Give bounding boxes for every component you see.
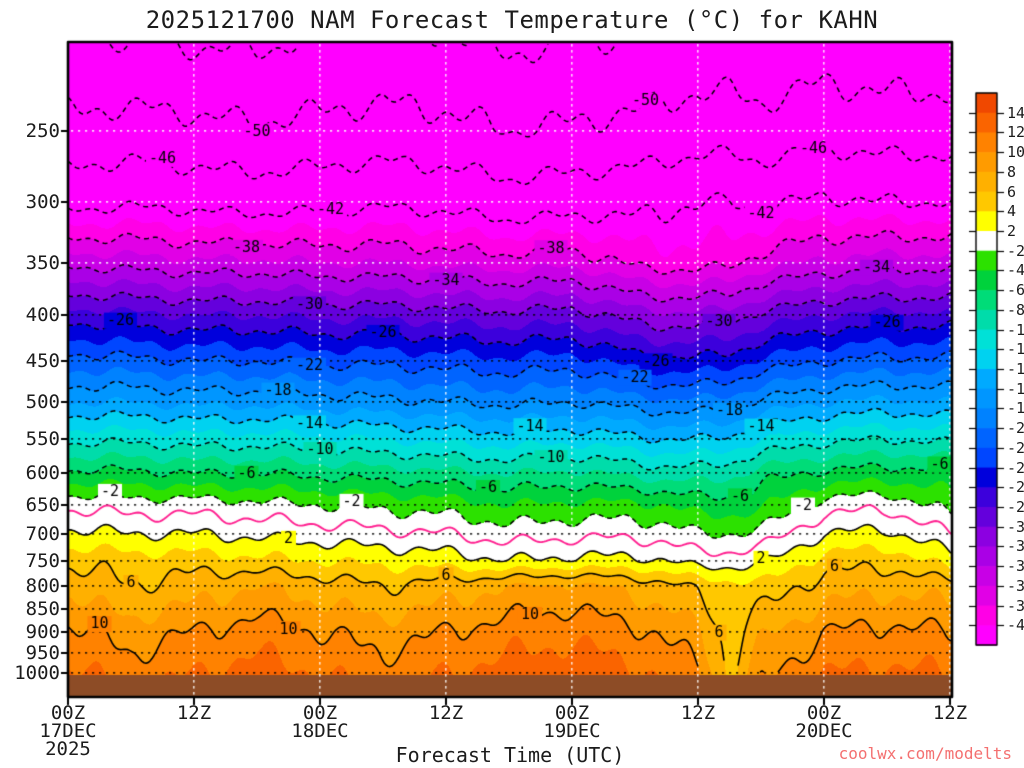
colorbar-tick-label: -22: [1007, 438, 1024, 457]
x-tick-date: 17DEC: [39, 720, 97, 742]
y-tick-label: 300: [25, 191, 60, 214]
x-axis-title: Forecast Time (UTC): [395, 743, 625, 767]
colorbar-tick-label: -36: [1007, 576, 1024, 595]
y-tick-label: 700: [25, 522, 60, 545]
colorbar-tick-label: -2: [1007, 241, 1024, 260]
y-tick-label: 1000: [14, 662, 60, 684]
x-tick-label: 00Z: [806, 702, 842, 724]
y-tick-label: 650: [25, 493, 60, 516]
y-tick-label: 850: [25, 598, 60, 621]
y-tick-label: 450: [25, 349, 60, 372]
y-tick-label: 250: [25, 120, 60, 143]
y-tick-label: 400: [25, 303, 60, 326]
colorbar-tick-label: -32: [1007, 537, 1024, 556]
y-tick-label: 950: [25, 641, 60, 664]
colorbar-tick-label: -14: [1007, 360, 1024, 378]
colorbar-tick-label: 10: [1007, 143, 1024, 162]
y-tick-label: 600: [25, 462, 60, 485]
colorbar-tick-label: -34: [1007, 557, 1024, 576]
colorbar-tick-label: -24: [1007, 458, 1024, 477]
colorbar-tick-label: -40: [1007, 616, 1024, 635]
x-tick-date: 20DEC: [795, 720, 853, 742]
watermark-text: coolwx.com/modelts: [838, 744, 1012, 763]
colorbar-tick-label: 14: [1007, 103, 1024, 122]
colorbar-tick-label: -16: [1007, 379, 1024, 398]
colorbar-tick-label: -20: [1007, 419, 1024, 438]
colorbar-tick-label: -12: [1007, 340, 1024, 359]
colorbar-tick-label: 2: [1007, 222, 1017, 240]
colorbar-tick-label: 12: [1007, 123, 1024, 142]
colorbar-tick-label: -38: [1007, 596, 1024, 615]
y-tick-label: 500: [25, 391, 60, 414]
colorbar-tick-label: -4: [1007, 261, 1024, 280]
y-tick-label: 750: [25, 549, 60, 572]
y-tick-label: 800: [25, 574, 60, 597]
colorbar-tick-label: -30: [1007, 517, 1024, 536]
colorbar-tick-label: -10: [1007, 320, 1024, 339]
x-tick-label: 00Z: [50, 702, 86, 724]
x-tick-label: 12Z: [176, 702, 212, 724]
colorbar-tick-label: -8: [1007, 300, 1024, 319]
x-tick-year: 2025: [45, 738, 91, 760]
x-tick-label: 00Z: [554, 702, 590, 724]
x-tick-label: 00Z: [302, 702, 338, 724]
y-tick-label: 900: [25, 620, 60, 643]
x-tick-date: 19DEC: [543, 720, 601, 742]
chart-title: 2025121700 NAM Forecast Temperature (°C)…: [145, 6, 879, 34]
colorbar-tick-label: -28: [1007, 498, 1024, 516]
colorbar-tick-label: 8: [1007, 162, 1017, 181]
x-tick-date: 18DEC: [291, 720, 349, 742]
colorbar-tick-label: 4: [1007, 202, 1017, 221]
colorbar-tick-label: 6: [1007, 182, 1017, 201]
x-tick-label: 12Z: [932, 702, 968, 724]
colorbar-tick-label: -26: [1007, 478, 1024, 497]
y-tick-label: 550: [25, 428, 60, 451]
colorbar-tick-label: -6: [1007, 281, 1024, 300]
x-tick-label: 12Z: [680, 702, 716, 724]
y-tick-label: 350: [25, 251, 60, 274]
x-tick-label: 12Z: [428, 702, 464, 724]
colorbar-tick-label: -18: [1007, 399, 1024, 418]
